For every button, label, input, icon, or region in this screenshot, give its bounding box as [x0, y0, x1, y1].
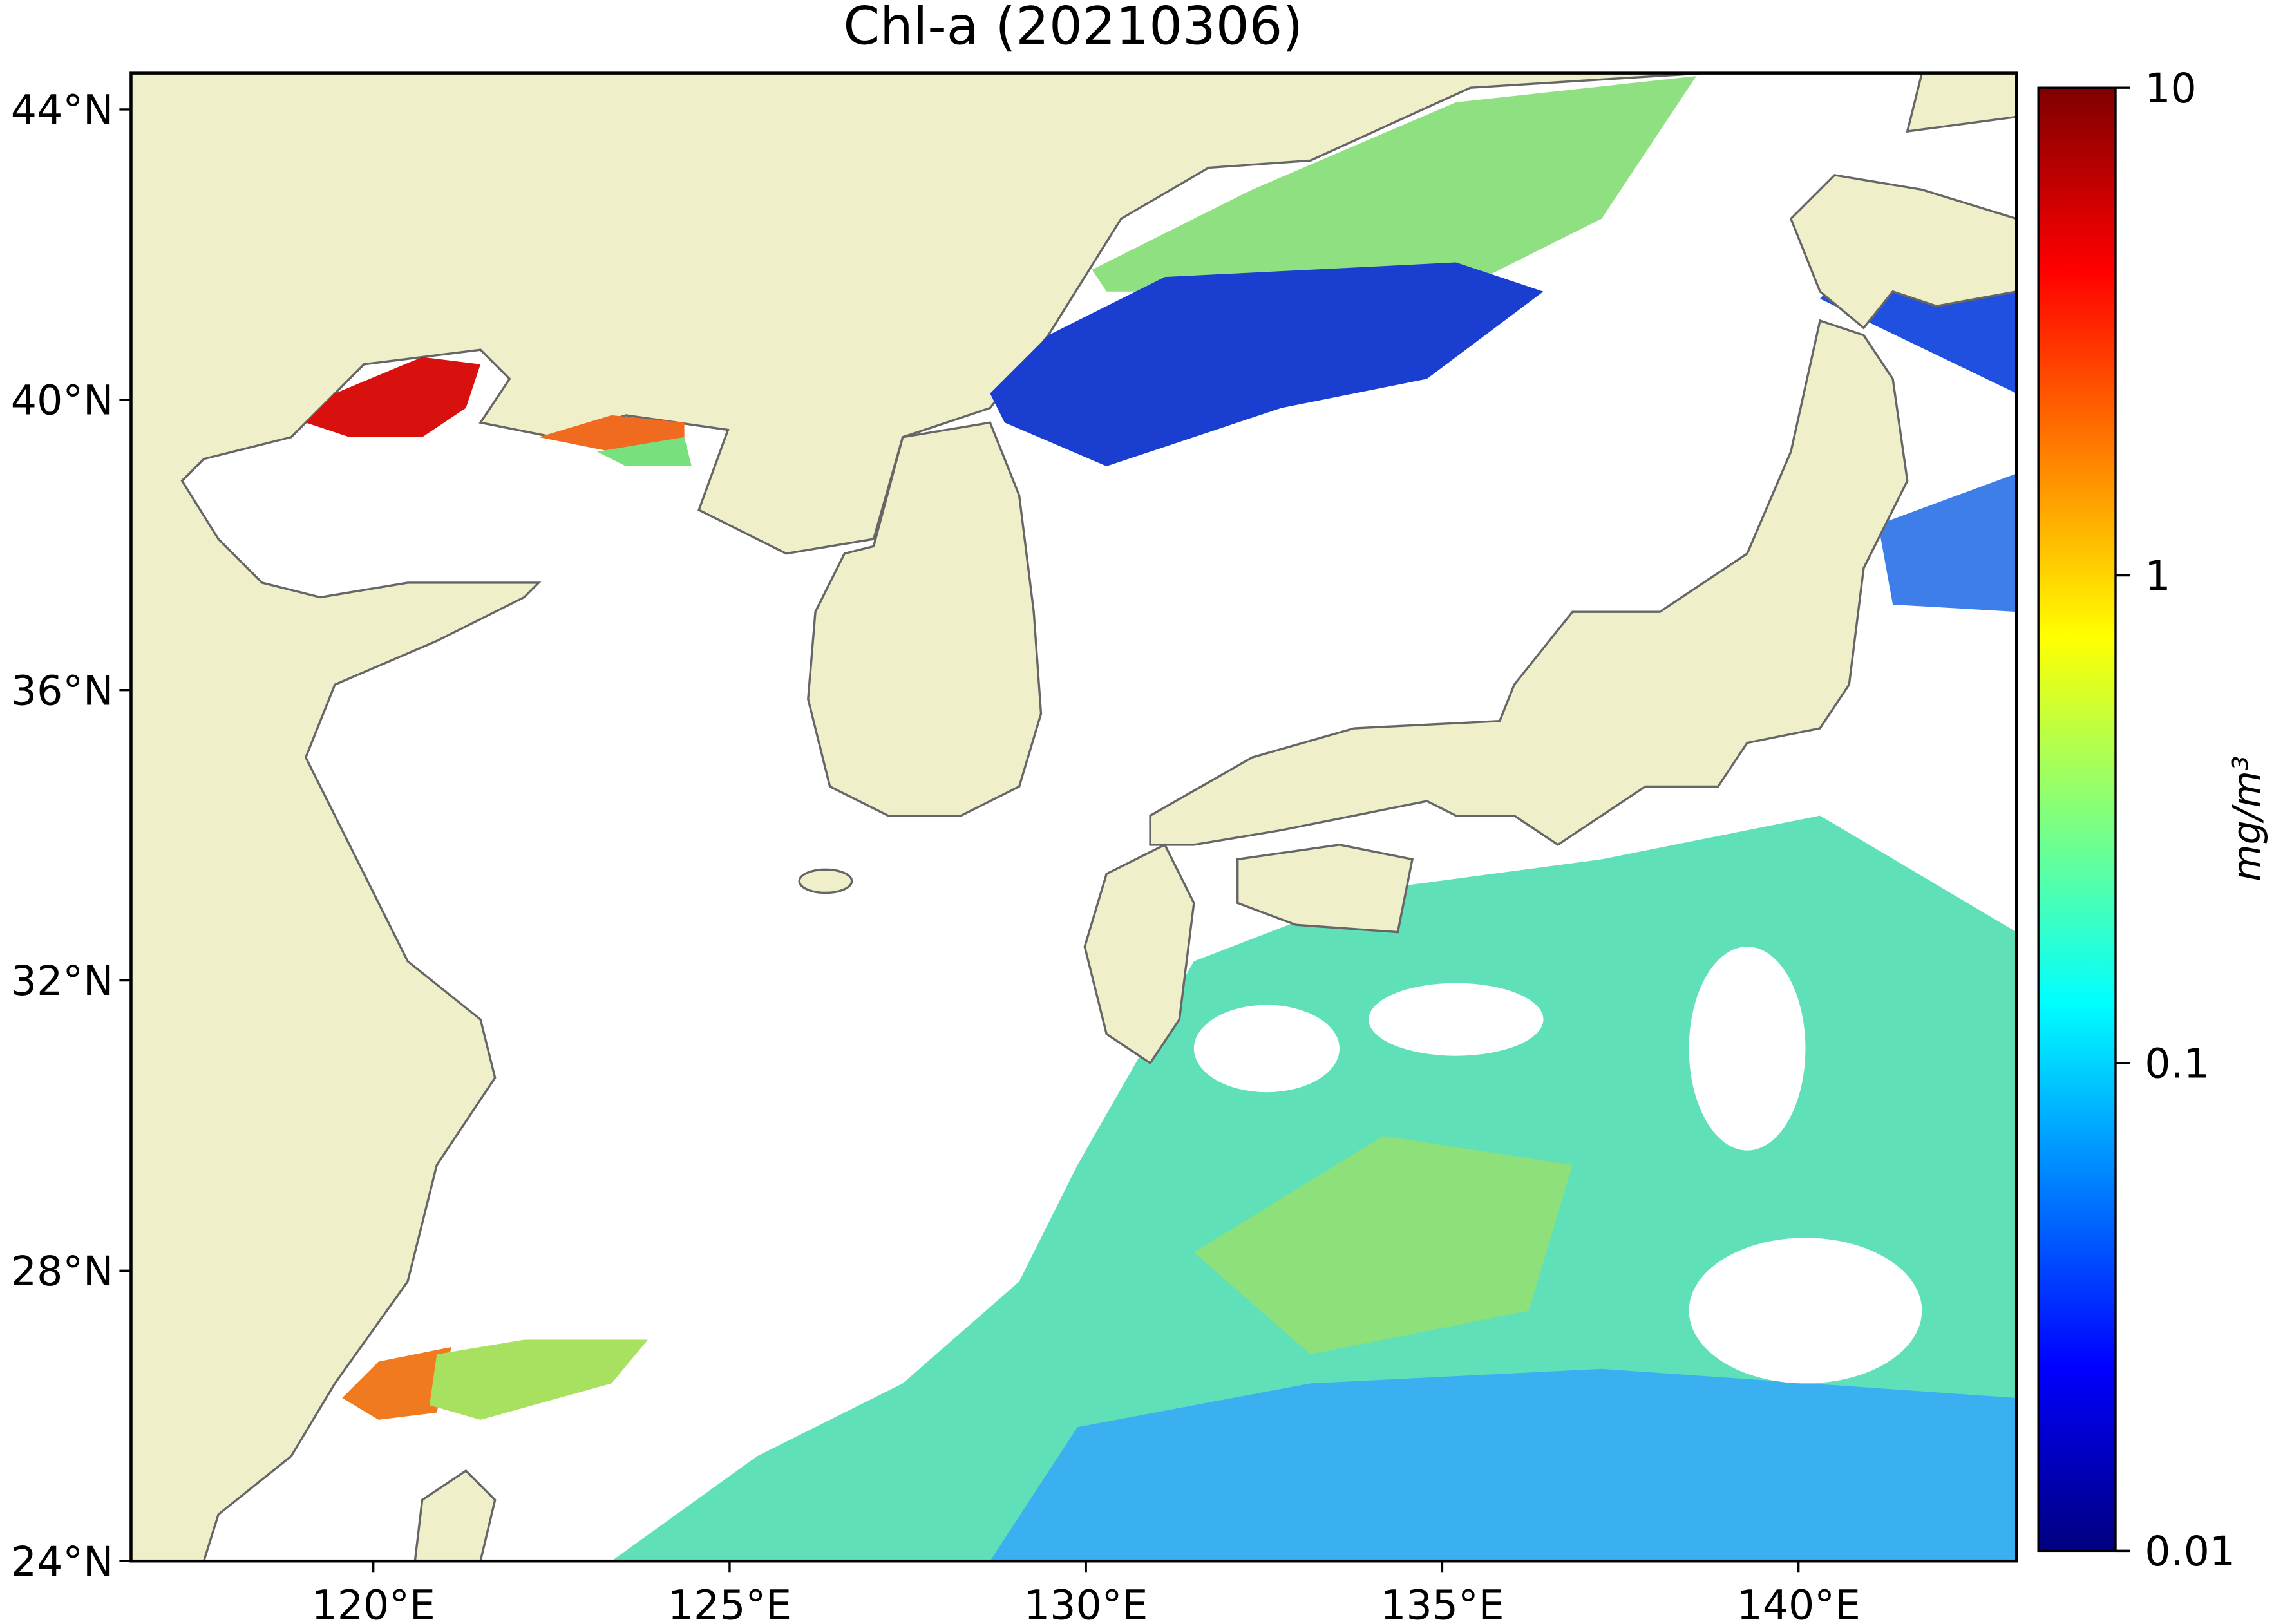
shikoku [1236, 844, 1414, 934]
map [131, 73, 2017, 1562]
jeju [798, 868, 853, 894]
colorbar-tick-label: 1 [2145, 552, 2170, 600]
chl-patch [1092, 76, 1696, 292]
y-tick-label: 40°N [11, 376, 114, 424]
x-tick-label: 140°E [1736, 1582, 1860, 1624]
x-tick-label: 135°E [1380, 1582, 1504, 1624]
y-tick-label: 28°N [11, 1247, 114, 1295]
y-tick-label: 44°N [11, 86, 114, 134]
colorbar-tick-label: 10 [2145, 64, 2197, 112]
colorbar-tick-label: 0.1 [2145, 1040, 2210, 1088]
chl-patch [990, 1368, 2017, 1562]
chl-patch [538, 415, 685, 452]
colorbar-label: mg/m³ [2224, 756, 2269, 882]
x-tick-label: 130°E [1024, 1582, 1148, 1624]
plot-frame [129, 71, 2018, 1563]
chl-patch [305, 357, 481, 437]
chl-patch [1878, 473, 2017, 612]
chl-patch [429, 1339, 649, 1420]
colorbar-tick-label: 0.01 [2145, 1527, 2235, 1575]
kyushu [1083, 843, 1195, 1065]
y-tick-label: 36°N [11, 666, 114, 714]
cloud [1193, 1005, 1340, 1093]
chl-patch [342, 1346, 451, 1420]
hokkaido [1789, 174, 2017, 330]
chart-title: Chl-a (20210306) [843, 0, 1303, 57]
y-tick-label: 24°N [11, 1538, 114, 1585]
honshu [1149, 319, 1909, 846]
cloud [1369, 983, 1544, 1056]
chl-patch [990, 262, 1544, 467]
taiwan [413, 1469, 497, 1562]
x-tick-label: 120°E [311, 1582, 435, 1624]
chl-patch [596, 437, 692, 467]
y-tick-label: 32°N [11, 957, 114, 1005]
korea [807, 421, 1043, 817]
chl-patch [1193, 1136, 1573, 1355]
cloud [1689, 1238, 1922, 1384]
cloud [1689, 947, 1806, 1151]
x-tick-label: 125°E [668, 1582, 791, 1624]
colorbar [2037, 86, 2117, 1553]
